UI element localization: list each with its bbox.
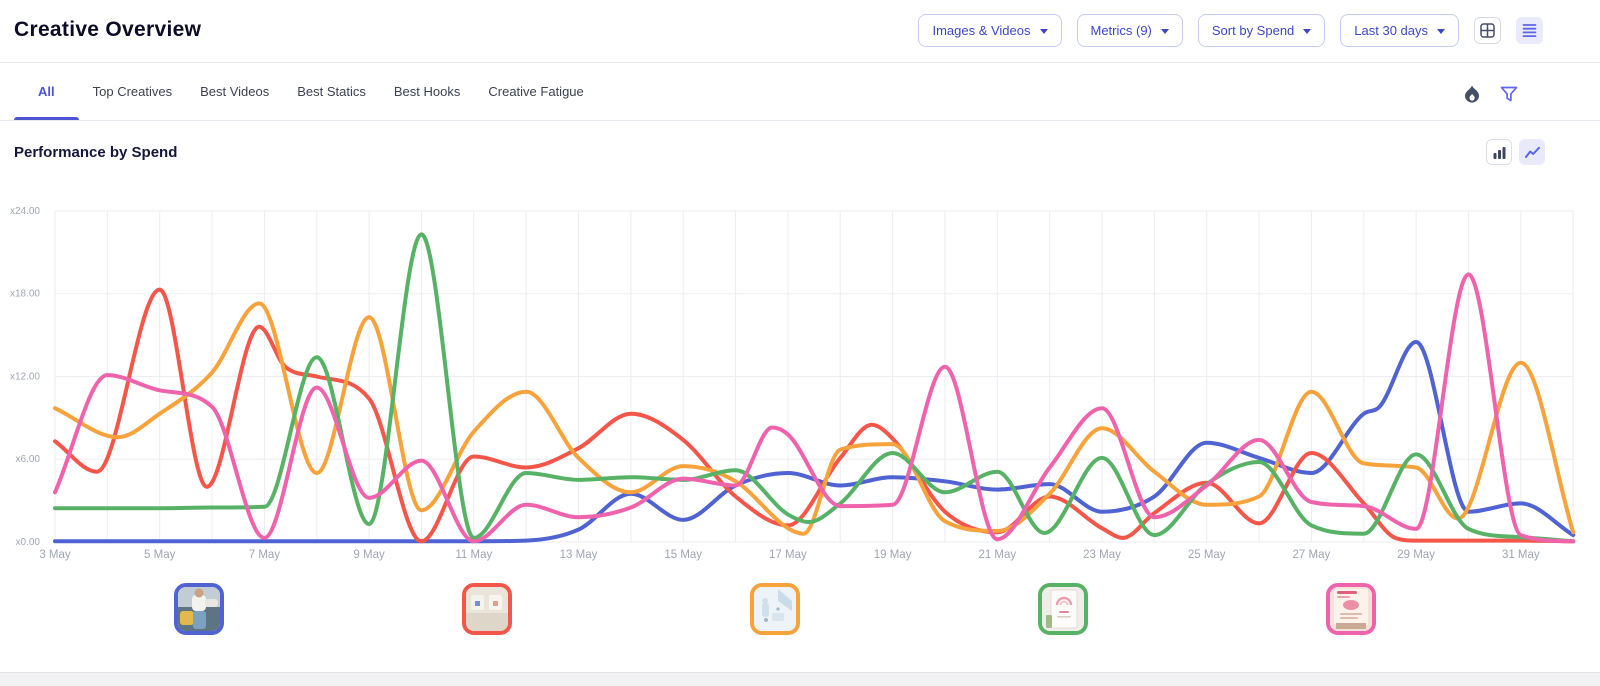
sort-dropdown-label: Sort by Spend [1211,23,1295,38]
tab-creative-fatigue[interactable]: Creative Fatigue [474,63,597,120]
bar-chart-toggle-button[interactable] [1486,139,1512,165]
creative-3-image [754,587,796,631]
tab-top-creatives-label: Top Creatives [92,84,173,99]
chevron-down-icon [1160,28,1169,34]
tab-best-statics[interactable]: Best Statics [283,63,380,120]
thumbnail-creative-3[interactable] [750,583,800,635]
creative-4-image [1042,587,1084,631]
series-line-creative-5-pink [53,272,1576,544]
grid-view-button[interactable] [1474,17,1501,44]
creative-2-image [466,587,508,631]
x-axis-tick-label: 23 May [1083,549,1121,561]
tab-all-label: All [38,84,55,99]
list-view-button[interactable] [1516,17,1543,44]
date-range-dropdown[interactable]: Last 30 days [1340,14,1459,47]
x-axis-tick-label: 15 May [664,549,702,561]
bar-chart-icon [1493,146,1505,159]
line-chart-icon [1524,146,1540,158]
thumbnail-creative-2[interactable] [462,583,512,635]
creative-5-image [1330,587,1372,631]
tab-best-videos-label: Best Videos [200,84,270,99]
list-view-icon [1522,24,1537,38]
y-axis-tick-label: x18.00 [10,289,40,300]
x-axis-tick-label: 3 May [39,549,71,561]
x-axis-tick-label: 27 May [1293,549,1331,561]
metrics-dropdown[interactable]: Metrics (9) [1076,14,1183,47]
images-videos-dropdown[interactable]: Images & Videos [918,14,1062,47]
images-videos-dropdown-label: Images & Videos [932,23,1031,38]
page-title: Creative Overview [14,18,202,41]
thumbnail-creative-5[interactable] [1326,583,1376,635]
series-line-creative-2-red [53,287,1576,544]
metrics-dropdown-label: Metrics (9) [1090,23,1152,38]
x-axis-tick-label: 31 May [1502,549,1540,561]
y-axis-tick-label: x0.00 [16,537,41,548]
series-line-creative-4-green [53,232,1576,544]
chevron-down-icon [1039,28,1048,34]
tab-best-videos[interactable]: Best Videos [186,63,283,120]
x-axis-tick-label: 5 May [144,549,176,561]
chart-type-toggles [1486,139,1545,165]
sort-dropdown[interactable]: Sort by Spend [1197,14,1326,47]
x-axis-tick-label: 21 May [978,549,1016,561]
tab-bar: All Top Creatives Best Videos Best Stati… [0,63,1600,120]
x-axis-tick-label: 13 May [560,549,598,561]
chevron-down-icon [1437,28,1445,34]
thumbnail-creative-4[interactable] [1038,583,1088,635]
filter-funnel-icon[interactable] [1500,85,1518,104]
x-axis-tick-label: 7 May [249,549,281,561]
tab-best-statics-label: Best Statics [297,84,366,99]
bottom-page-strip [0,672,1600,686]
x-axis-tick-label: 17 May [769,549,807,561]
x-axis-tick-label: 9 May [353,549,385,561]
tab-top-creatives[interactable]: Top Creatives [79,63,186,120]
header-controls: Images & Videos Metrics (9) Sort by Spen… [918,14,1543,47]
section-title: Performance by Spend [14,144,178,161]
thumbnail-creative-1[interactable] [174,583,224,635]
series-line-creative-3-orange [53,301,1576,536]
x-axis-tick-label: 25 May [1188,549,1226,561]
y-axis-tick-label: x12.00 [10,371,40,382]
x-axis-tick-label: 19 May [874,549,912,561]
y-axis-tick-label: x24.00 [10,206,40,217]
tab-all[interactable]: All [14,63,79,120]
tab-creative-fatigue-label: Creative Fatigue [488,84,584,99]
tab-best-hooks[interactable]: Best Hooks [380,63,474,120]
grid-view-icon [1480,23,1495,38]
line-chart-toggle-button[interactable] [1519,139,1545,165]
header-divider [0,62,1600,63]
y-axis-tick-label: x6.00 [16,454,41,465]
fire-icon[interactable] [1463,85,1481,104]
series-line-creative-1-blue [53,340,1576,544]
creative-1-image [178,587,220,631]
x-axis-tick-label: 29 May [1397,549,1435,561]
chevron-down-icon [1303,28,1312,34]
date-range-dropdown-label: Last 30 days [1354,23,1428,38]
tabs-divider [0,120,1600,121]
tab-bar-actions [1463,85,1518,104]
x-axis-tick-label: 11 May [455,549,492,561]
tab-best-hooks-label: Best Hooks [393,84,461,99]
